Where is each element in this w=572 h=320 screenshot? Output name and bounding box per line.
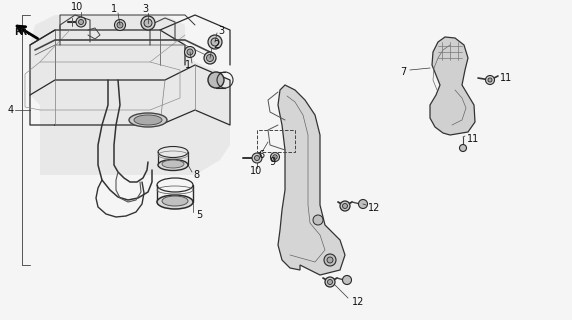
Circle shape xyxy=(208,35,222,49)
Text: 4: 4 xyxy=(8,105,14,115)
Text: 11: 11 xyxy=(467,134,479,144)
Ellipse shape xyxy=(158,159,188,171)
Text: 10: 10 xyxy=(250,166,262,176)
Polygon shape xyxy=(30,15,230,175)
Circle shape xyxy=(271,153,280,162)
Circle shape xyxy=(324,254,336,266)
Text: 5: 5 xyxy=(196,210,202,220)
Ellipse shape xyxy=(129,113,167,127)
Circle shape xyxy=(117,22,123,28)
Text: 1: 1 xyxy=(185,60,191,70)
Polygon shape xyxy=(278,85,345,275)
Circle shape xyxy=(114,20,125,30)
Text: 3: 3 xyxy=(142,4,148,14)
Circle shape xyxy=(255,156,260,161)
Circle shape xyxy=(76,17,86,27)
Text: 3: 3 xyxy=(218,26,224,36)
Text: 9: 9 xyxy=(269,157,275,167)
Circle shape xyxy=(340,201,350,211)
Circle shape xyxy=(187,49,193,55)
Text: 1: 1 xyxy=(111,4,117,14)
Circle shape xyxy=(144,19,152,27)
Circle shape xyxy=(459,145,467,151)
Circle shape xyxy=(252,153,262,163)
Text: 8: 8 xyxy=(193,170,199,180)
Ellipse shape xyxy=(162,196,188,206)
Ellipse shape xyxy=(157,195,193,209)
Polygon shape xyxy=(430,37,475,135)
Circle shape xyxy=(185,46,196,58)
Circle shape xyxy=(204,52,216,64)
Text: 11: 11 xyxy=(500,73,513,83)
Circle shape xyxy=(327,257,333,263)
Circle shape xyxy=(486,76,495,84)
Text: 6: 6 xyxy=(258,150,264,160)
Circle shape xyxy=(325,277,335,287)
Text: 2: 2 xyxy=(213,40,219,50)
Circle shape xyxy=(313,215,323,225)
Circle shape xyxy=(211,38,219,46)
Text: 10: 10 xyxy=(71,2,83,12)
Ellipse shape xyxy=(134,115,162,125)
Circle shape xyxy=(141,16,155,30)
Text: 7: 7 xyxy=(400,67,406,77)
Circle shape xyxy=(343,204,348,209)
Ellipse shape xyxy=(208,72,224,88)
Text: 12: 12 xyxy=(352,297,364,307)
Circle shape xyxy=(206,54,213,61)
Text: FR.: FR. xyxy=(14,28,30,36)
Text: 12: 12 xyxy=(368,203,380,213)
Ellipse shape xyxy=(162,160,184,168)
Circle shape xyxy=(78,20,84,25)
Circle shape xyxy=(488,78,492,82)
Circle shape xyxy=(343,276,352,284)
Circle shape xyxy=(359,199,367,209)
Circle shape xyxy=(273,155,277,159)
Circle shape xyxy=(328,279,332,284)
